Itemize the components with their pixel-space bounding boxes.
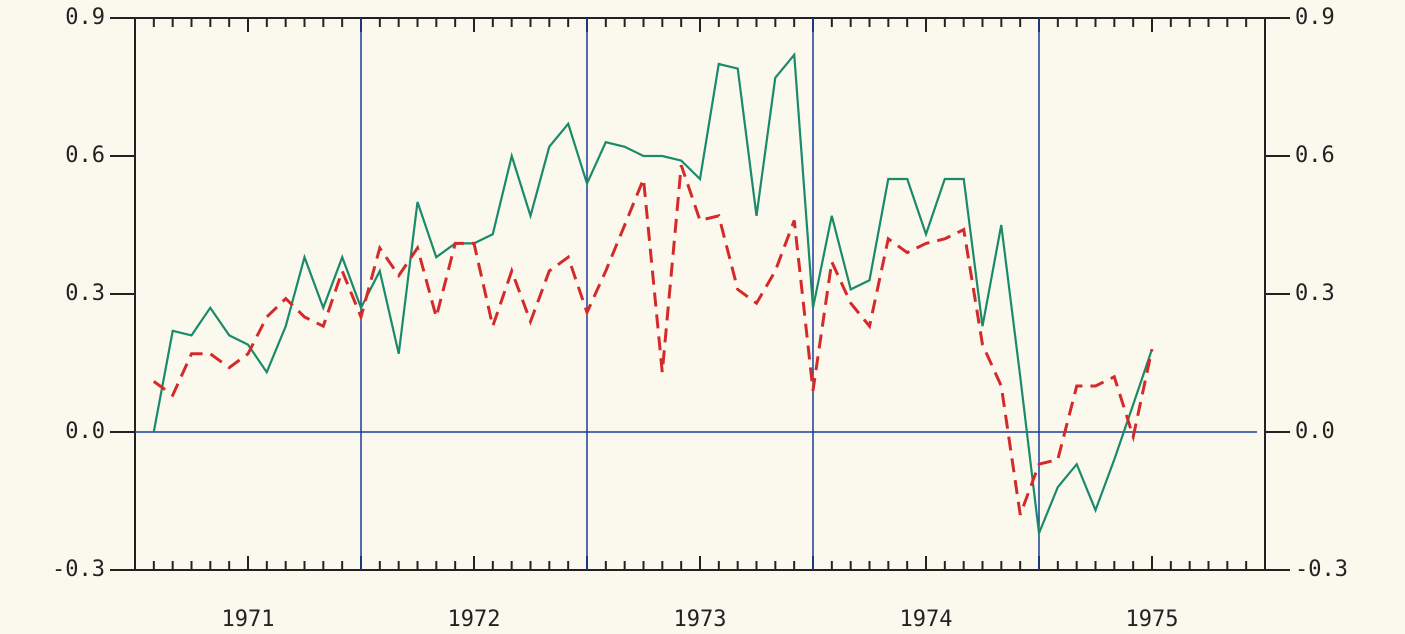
y2-tick-label: 0.3 [1295, 281, 1335, 306]
series-line [152, 51, 1154, 538]
y2-tick-label: -0.3 [1295, 557, 1348, 582]
y2-tick-label: 0.6 [1295, 143, 1335, 168]
y-tick-label: 0.3 [65, 281, 105, 306]
plot-frame [134, 17, 1266, 571]
y-tick-label: 0.0 [65, 419, 105, 444]
x-tick-label: 1972 [448, 607, 501, 632]
x-tick-label: 1975 [1126, 607, 1179, 632]
y-tick-label: 0.6 [65, 143, 105, 168]
x-tick-label: 1974 [900, 607, 953, 632]
y-tick-label: 0.9 [65, 5, 105, 30]
x-tick-label: 1973 [674, 607, 727, 632]
y-tick-label: -0.3 [52, 557, 105, 582]
y2-tick-label: 0.0 [1295, 419, 1335, 444]
y2-tick-label: 0.9 [1295, 5, 1335, 30]
x-tick-label: 1971 [222, 607, 275, 632]
series-line [152, 164, 1154, 516]
